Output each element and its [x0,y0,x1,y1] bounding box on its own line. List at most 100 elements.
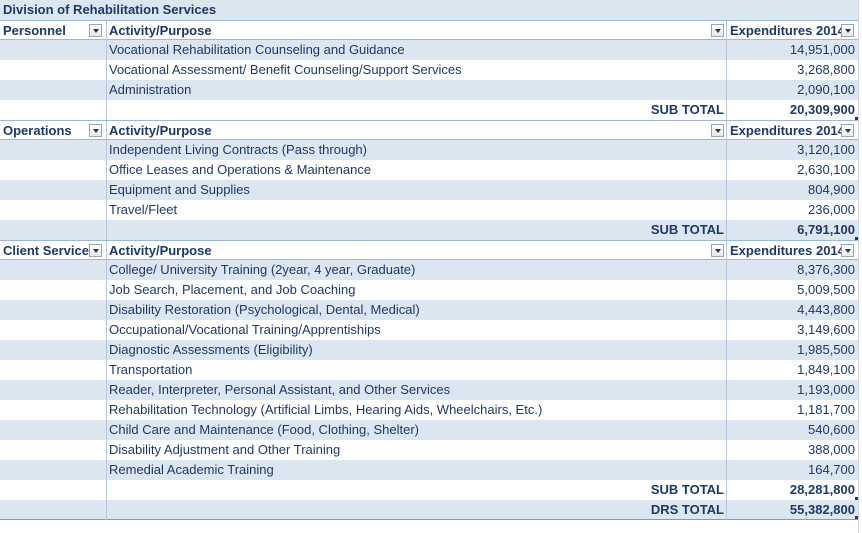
table-row[interactable]: Job Search, Placement, and Job Coaching 5… [0,280,858,300]
activity-cell: Job Search, Placement, and Job Coaching [106,280,726,300]
amount-cell: 3,120,100 [726,140,858,160]
category-header[interactable]: Personnel [0,21,106,41]
amount-cell: 236,000 [726,200,858,220]
category-cell [0,460,106,480]
amount-cell: 540,600 [726,420,858,440]
table-row[interactable]: Administration 2,090,100 [0,80,858,100]
category-cell [0,380,106,400]
category-cell [0,60,106,80]
filter-dropdown-icon[interactable] [89,124,102,137]
subtotal-value: 20,309,900 [726,100,858,120]
table-resize-handle[interactable] [855,237,858,240]
table-row[interactable]: Child Care and Maintenance (Food, Clothi… [0,420,858,440]
table-header-row: Client Services Activity/Purpose Expenditu… [0,240,858,261]
category-cell [0,140,106,160]
filter-dropdown-icon[interactable] [711,24,724,37]
table-row[interactable]: Independent Living Contracts (Pass throu… [0,140,858,160]
table-row[interactable]: Remedial Academic Training 164,700 [0,460,858,480]
table-row[interactable]: Disability Restoration (Psychological, D… [0,300,858,320]
category-label: Client Services [3,243,97,258]
expenditures-header-label: Expenditures 2014 [730,123,845,138]
amount-cell: 3,149,600 [726,320,858,340]
expenditures-header[interactable]: Expenditures 2014 [726,241,858,261]
table-row[interactable]: Diagnostic Assessments (Eligibility) 1,98… [0,340,858,360]
table-row[interactable]: Travel/Fleet 236,000 [0,200,858,220]
activity-cell: Vocational Rehabilitation Counseling and… [106,40,726,60]
filter-dropdown-icon[interactable] [89,24,102,37]
expenditures-header-label: Expenditures 2014 [730,23,845,38]
category-header[interactable]: Operations [0,121,106,141]
table-row[interactable]: Occupational/Vocational Training/Apprent… [0,320,858,340]
activity-cell: Child Care and Maintenance (Food, Clothi… [106,420,726,440]
category-header[interactable]: Client Services [0,241,106,261]
activity-header[interactable]: Activity/Purpose [106,121,726,141]
amount-cell: 3,268,800 [726,60,858,80]
activity-cell: Diagnostic Assessments (Eligibility) [106,340,726,360]
amount-cell: 5,009,500 [726,280,858,300]
activity-cell: Transportation [106,360,726,380]
subtotal-row: SUB TOTAL 6,791,100 [0,220,858,240]
filter-dropdown-icon[interactable] [711,244,724,257]
amount-cell: 1,181,700 [726,400,858,420]
activity-header[interactable]: Activity/Purpose [106,241,726,261]
amount-cell: 2,630,100 [726,160,858,180]
filter-dropdown-icon[interactable] [841,124,854,137]
filter-dropdown-icon[interactable] [841,24,854,37]
amount-cell: 1,985,500 [726,340,858,360]
filter-dropdown-icon[interactable] [841,244,854,257]
activity-cell: College/ University Training (2year, 4 y… [106,260,726,280]
category-cell [0,160,106,180]
table-row[interactable]: Rehabilitation Technology (Artificial Li… [0,400,858,420]
activity-cell: Administration [106,80,726,100]
category-cell [0,360,106,380]
activity-header-label: Activity/Purpose [109,123,212,138]
amount-cell: 2,090,100 [726,80,858,100]
table-row[interactable]: Office Leases and Operations & Maintenan… [0,160,858,180]
category-cell [0,280,106,300]
activity-cell: Independent Living Contracts (Pass throu… [106,140,726,160]
category-cell [0,180,106,200]
category-cell [0,80,106,100]
expenditures-header-label: Expenditures 2014 [730,243,845,258]
category-cell [0,200,106,220]
table-row[interactable]: Reader, Interpreter, Personal Assistant,… [0,380,858,400]
sheet-right-border [858,0,859,533]
subtotal-label: SUB TOTAL [106,480,726,500]
table-resize-handle[interactable] [855,497,858,500]
activity-cell: Occupational/Vocational Training/Apprent… [106,320,726,340]
activity-cell: Disability Adjustment and Other Training [106,440,726,460]
subtotal-row: SUB TOTAL 20,309,900 [0,100,858,120]
amount-cell: 14,951,000 [726,40,858,60]
expenditures-header[interactable]: Expenditures 2014 [726,21,858,41]
activity-cell: Reader, Interpreter, Personal Assistant,… [106,380,726,400]
amount-cell: 4,443,800 [726,300,858,320]
subtotal-row: SUB TOTAL 28,281,800 [0,480,858,500]
category-cell [0,440,106,460]
amount-cell: 388,000 [726,440,858,460]
category-cell [0,400,106,420]
activity-cell: Disability Restoration (Psychological, D… [106,300,726,320]
table-resize-handle[interactable] [855,516,858,519]
subtotal-value: 6,791,100 [726,220,858,240]
table-row[interactable]: Vocational Assessment/ Benefit Counselin… [0,60,858,80]
table-row[interactable]: Transportation 1,849,100 [0,360,858,380]
table-row[interactable]: Disability Adjustment and Other Training… [0,440,858,460]
amount-cell: 8,376,300 [726,260,858,280]
activity-cell: Vocational Assessment/ Benefit Counselin… [106,60,726,80]
table-row[interactable]: Vocational Rehabilitation Counseling and… [0,40,858,60]
activity-cell: Rehabilitation Technology (Artificial Li… [106,400,726,420]
activity-cell: Equipment and Supplies [106,180,726,200]
table-row[interactable]: College/ University Training (2year, 4 y… [0,260,858,280]
expenditures-header[interactable]: Expenditures 2014 [726,121,858,141]
table-resize-handle[interactable] [855,117,858,120]
activity-header[interactable]: Activity/Purpose [106,21,726,41]
filter-dropdown-icon[interactable] [711,124,724,137]
category-cell [0,300,106,320]
filter-dropdown-icon[interactable] [89,244,102,257]
subtotal-value: 28,281,800 [726,480,858,500]
table-row[interactable]: Equipment and Supplies 804,900 [0,180,858,200]
category-label: Personnel [3,23,66,38]
category-cell [0,480,106,500]
activity-cell: Remedial Academic Training [106,460,726,480]
